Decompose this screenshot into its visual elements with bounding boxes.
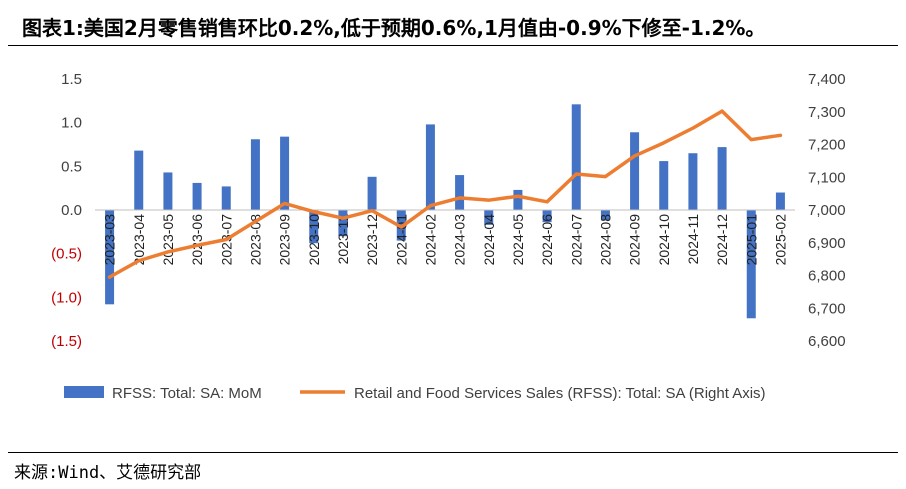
line-point — [487, 198, 490, 202]
line-point — [750, 138, 753, 141]
bar — [455, 175, 465, 210]
right-axis-tick-label: 6,600 — [808, 333, 846, 350]
bar — [338, 210, 348, 237]
x-axis-tick-label: 2024-05 — [510, 214, 526, 266]
line-point — [779, 134, 782, 137]
left-axis-tick-label: (1.5) — [51, 333, 82, 350]
right-axis-tick-label: 6,700 — [808, 300, 846, 317]
line-point — [516, 195, 520, 198]
legend-line-label: Retail and Food Services Sales (RFSS): T… — [354, 385, 766, 402]
bar — [630, 132, 640, 210]
bar — [659, 161, 669, 210]
line-point — [341, 216, 345, 220]
x-axis-tick-label: 2023-05 — [160, 214, 176, 266]
line-point — [312, 210, 315, 213]
line-point — [604, 175, 607, 178]
left-axis-tick-label: (1.0) — [51, 289, 82, 306]
bar — [484, 210, 494, 225]
legend-bar-label: RFSS: Total: SA: MoM — [112, 385, 262, 402]
right-axis-tick-label: 7,300 — [808, 104, 846, 121]
x-axis-tick-label: 2024-03 — [452, 214, 468, 266]
x-axis-tick-label: 2023-06 — [189, 214, 205, 266]
bar — [746, 210, 756, 319]
bar — [542, 210, 552, 223]
left-axis-tick-label: 1.5 — [61, 71, 82, 88]
line-point — [633, 154, 636, 158]
x-axis-tick-label: 2025-01 — [743, 214, 759, 266]
x-axis-tick-label: 2023-09 — [277, 214, 293, 266]
line-point — [225, 238, 228, 241]
title-divider — [8, 45, 898, 46]
line-point — [400, 225, 403, 229]
footer-divider — [8, 452, 898, 453]
x-axis-tick-label: 2024-08 — [597, 214, 613, 266]
left-axis-tick-label: 0.0 — [61, 202, 82, 219]
line-point — [545, 200, 549, 204]
right-axis-tick-label: 7,100 — [808, 169, 846, 186]
bar — [513, 189, 523, 210]
left-axis-tick-label: 1.0 — [61, 115, 82, 132]
line-point — [429, 204, 432, 207]
left-axis-tick-label: (0.5) — [51, 246, 82, 263]
x-axis-tick-label: 2024-12 — [714, 214, 730, 266]
bar — [688, 153, 698, 210]
bar — [309, 210, 319, 244]
x-axis-tick-label: 2023-08 — [247, 214, 263, 266]
source-note: 来源:Wind、艾德研究部 — [14, 463, 202, 483]
right-axis-tick-label: 7,000 — [808, 202, 846, 219]
line-point — [166, 250, 170, 254]
bar — [425, 124, 435, 210]
x-axis-tick-label: 2023-03 — [102, 214, 118, 266]
line-point — [254, 220, 257, 223]
bar — [775, 192, 785, 210]
line-point — [137, 259, 140, 262]
x-axis-tick-label: 2024-02 — [422, 214, 438, 266]
x-axis-tick-label: 2024-10 — [656, 214, 672, 266]
x-axis-tick-label: 2025-02 — [772, 214, 788, 266]
line-point — [195, 244, 199, 247]
x-axis-tick-label: 2024-06 — [539, 214, 555, 266]
bar — [600, 210, 610, 221]
x-axis-tick-label: 2023-04 — [131, 214, 147, 266]
line-point — [720, 109, 724, 113]
bar — [250, 139, 260, 210]
bar — [192, 182, 202, 210]
line-point — [662, 141, 665, 145]
bar — [367, 176, 377, 210]
bar — [571, 104, 581, 210]
line-point — [575, 172, 578, 176]
bar — [717, 147, 727, 210]
x-axis-tick-label: 2024-09 — [627, 214, 643, 266]
bar — [163, 172, 173, 210]
line-point — [283, 202, 286, 205]
legend-bar-swatch — [64, 386, 104, 398]
bar — [280, 136, 290, 210]
x-axis-tick-label: 2023-10 — [306, 214, 322, 266]
line-point — [370, 209, 374, 212]
x-axis-tick-label: 2023-12 — [364, 214, 380, 266]
x-axis-tick-label: 2024-11 — [685, 214, 701, 265]
x-axis-tick-label: 2024-04 — [481, 214, 497, 266]
left-axis-tick-label: 0.5 — [61, 158, 82, 175]
chart-title: 图表1:美国2月零售销售环比0.2%,低于预期0.6%,1月值由-0.9%下修至… — [22, 16, 766, 40]
line-point — [458, 196, 461, 200]
x-axis-tick-label: 2024-07 — [568, 214, 584, 266]
bar — [105, 210, 115, 305]
right-axis-tick-label: 6,800 — [808, 268, 846, 285]
right-axis-tick-label: 6,900 — [808, 235, 846, 252]
line-point — [691, 126, 695, 130]
right-axis-tick-label: 7,200 — [808, 137, 846, 154]
x-axis-tick-label: 2023-11 — [335, 214, 351, 265]
bar — [221, 186, 231, 210]
line-series — [107, 109, 783, 279]
bar — [134, 150, 144, 210]
chart-title-bar: 图表1:美国2月零售销售环比0.2%,低于预期0.6%,1月值由-0.9%下修至… — [8, 2, 898, 46]
right-axis-tick-label: 7,400 — [808, 71, 846, 88]
line-point — [108, 275, 111, 279]
